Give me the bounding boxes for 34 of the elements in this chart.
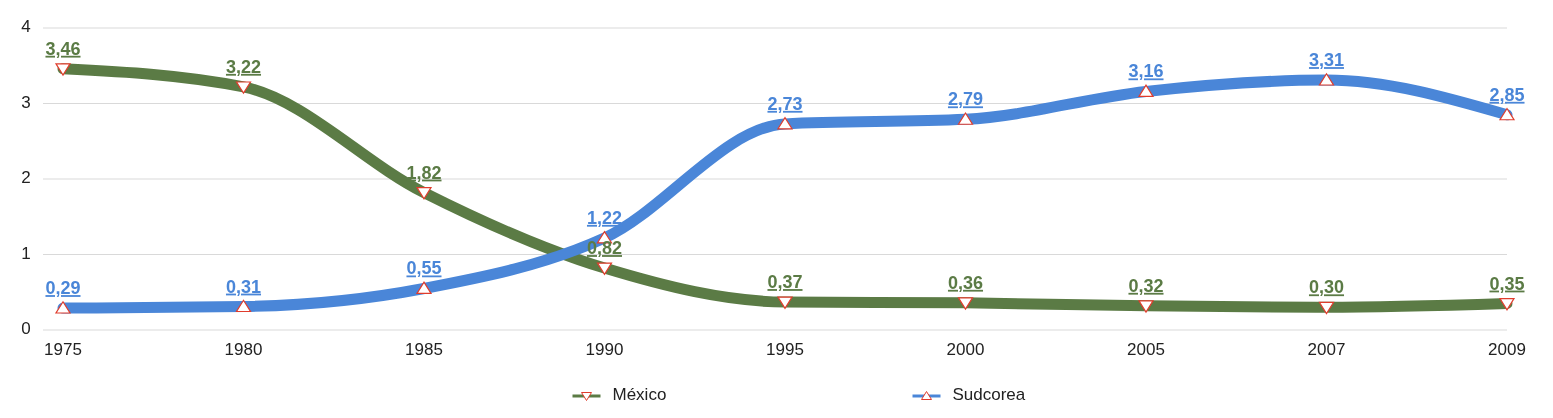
legend-label: México [612, 385, 667, 405]
x-tick-label: 1995 [766, 340, 804, 359]
x-tick-label: 2009 [1488, 340, 1526, 359]
y-tick-label: 3 [21, 92, 31, 112]
data-label: 0,30 [1308, 277, 1345, 298]
data-label: 3,22 [225, 56, 262, 77]
x-tick-label: 2000 [946, 340, 985, 359]
x-tick-label: 1985 [405, 340, 443, 359]
y-tick-label: 1 [21, 243, 31, 263]
data-label: 0,82 [586, 238, 623, 259]
x-tick-label: 2005 [1127, 340, 1165, 359]
data-label: 2,85 [1489, 84, 1525, 105]
data-label: 1,22 [586, 207, 623, 228]
data-label: 3,46 [45, 38, 81, 59]
data-label: 2,73 [767, 93, 803, 114]
data-label: 3,31 [1308, 50, 1345, 71]
data-label: 1,82 [406, 162, 442, 183]
data-label: 0,36 [947, 272, 984, 293]
data-label: 0,55 [406, 258, 442, 279]
data-label: 0,35 [1489, 273, 1525, 294]
x-tick-label: 1975 [44, 340, 82, 359]
x-tick-label: 2007 [1307, 340, 1346, 359]
data-label: 0,32 [1128, 275, 1164, 296]
data-label: 3,16 [1128, 61, 1164, 82]
data-label: 2,79 [947, 89, 984, 110]
x-tick-label: 1990 [585, 340, 624, 359]
legend-label: Sudcorea [952, 385, 1026, 405]
x-tick-label: 1980 [224, 340, 263, 359]
y-tick-label: 4 [21, 17, 31, 37]
y-tick-label: 0 [21, 319, 31, 339]
data-label: 0,29 [45, 278, 81, 299]
data-label: 0,31 [225, 276, 262, 297]
y-tick-label: 2 [21, 168, 31, 188]
data-label: 0,37 [767, 272, 803, 293]
